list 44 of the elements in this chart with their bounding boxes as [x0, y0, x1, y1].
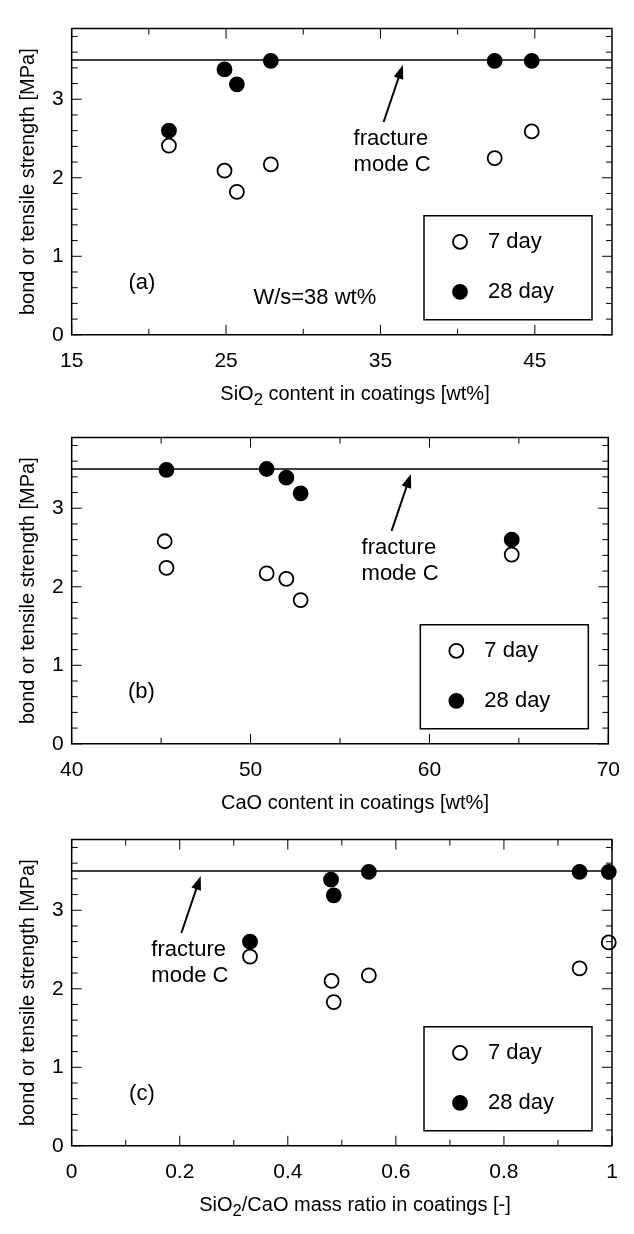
- annotation: (c): [129, 1079, 155, 1105]
- x-tick-label: 35: [368, 348, 393, 372]
- legend-label: 7 day: [484, 636, 539, 662]
- x-tick-label: 15: [60, 348, 84, 372]
- x-tick-label: 0.4: [273, 1159, 303, 1183]
- legend-label: 28 day: [488, 1088, 555, 1114]
- y-tick-label: 3: [51, 897, 64, 921]
- x-tick-label: 25: [214, 348, 238, 372]
- x-tick-label: 0.8: [489, 1159, 519, 1183]
- x-tick-label: 0.2: [165, 1159, 195, 1183]
- x-tick-label: 45: [523, 348, 547, 372]
- x-tick-label: 60: [417, 757, 442, 781]
- y-tick-label: 0: [51, 1132, 64, 1156]
- y-axis-title: bond or tensile strength [MPa]: [15, 48, 38, 316]
- x-tick-label: 70: [596, 757, 620, 781]
- annotation: (a): [128, 268, 156, 294]
- y-tick-label: 3: [51, 86, 64, 110]
- legend-label: 7 day: [488, 227, 542, 253]
- y-axis-title: bond or tensile strength [MPa]: [15, 859, 38, 1127]
- x-tick-label: 1: [606, 1159, 618, 1183]
- legend-label: 28 day: [484, 686, 551, 712]
- y-tick-label: 0: [51, 730, 64, 754]
- y-axis-title: bond or tensile strength [MPa]: [15, 457, 38, 725]
- x-tick-label: 40: [60, 757, 84, 781]
- y-tick-label: 1: [51, 1054, 64, 1078]
- y-tick-label: 3: [51, 495, 64, 519]
- x-tick-label: 0.6: [381, 1159, 411, 1183]
- y-tick-label: 0: [51, 321, 64, 345]
- x-axis-title: CaO content in coatings [wt%]: [220, 790, 490, 815]
- annotation: fracture mode C: [353, 125, 431, 177]
- y-tick-label: 2: [51, 975, 64, 999]
- y-tick-label: 1: [51, 652, 64, 676]
- x-axis-title: SiO$_{2}$/CaO mass ratio in coatings [-]: [198, 1192, 512, 1222]
- annotation: fracture mode C: [361, 534, 439, 586]
- y-tick-label: 1: [51, 243, 64, 267]
- annotation: fracture mode C: [151, 936, 229, 988]
- annotation: (b): [128, 677, 155, 703]
- y-tick-label: 2: [51, 573, 64, 597]
- legend-label: 7 day: [488, 1038, 542, 1064]
- annotation: W/s=38 wt%: [253, 284, 377, 310]
- legend-label: 28 day: [488, 277, 555, 303]
- x-tick-label: 50: [238, 757, 263, 781]
- y-tick-label: 2: [51, 164, 64, 188]
- x-axis-title: SiO$_{2}$ content in coatings [wt%]: [219, 381, 491, 411]
